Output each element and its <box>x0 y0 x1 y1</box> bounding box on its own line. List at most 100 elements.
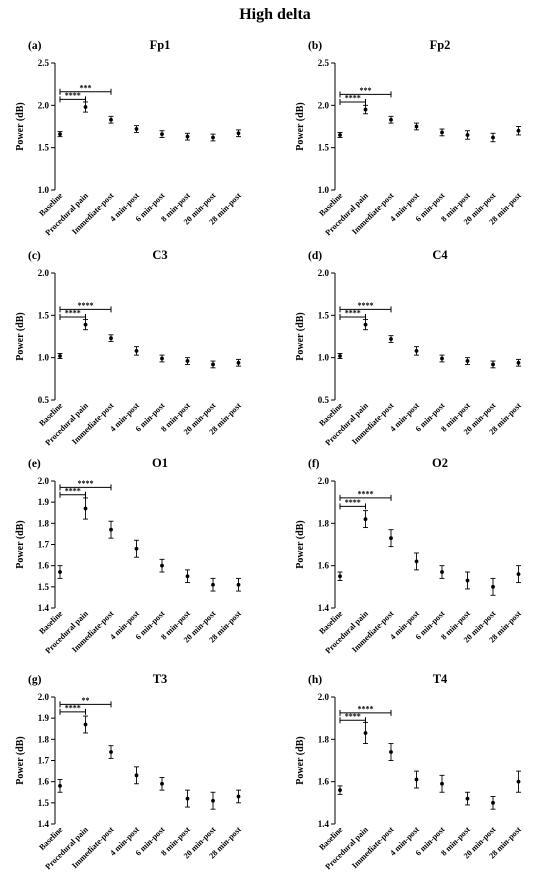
significance-label: **** <box>358 704 374 713</box>
y-tick-label: 1.0 <box>38 353 50 363</box>
data-point <box>236 360 241 365</box>
chart-title: O2 <box>432 456 448 470</box>
data-point <box>58 132 62 137</box>
chart-title: Fp2 <box>430 38 451 52</box>
y-tick-label: 1.5 <box>38 798 50 808</box>
significance-label: **** <box>78 301 94 310</box>
significance-label: **** <box>345 712 361 721</box>
data-point <box>109 117 113 122</box>
data-point <box>58 570 62 574</box>
data-point <box>83 506 88 511</box>
data-point <box>338 354 342 358</box>
y-tick-label: 1.7 <box>38 756 50 766</box>
y-axis-label: Power (dB) <box>295 520 306 568</box>
y-tick-label: 2.0 <box>38 692 50 702</box>
data-point <box>236 794 241 799</box>
chart-title: O1 <box>152 456 168 470</box>
data-point <box>440 130 444 135</box>
y-tick-label: 1.6 <box>318 777 330 787</box>
data-point <box>363 322 368 327</box>
data-point <box>185 796 190 801</box>
y-tick-label: 1.8 <box>318 518 330 528</box>
y-tick-label: 2.5 <box>318 58 330 68</box>
data-point <box>109 527 113 532</box>
significance-label: *** <box>80 83 92 92</box>
y-tick-label: 1.4 <box>38 603 50 613</box>
y-tick-label: 1.0 <box>318 185 330 195</box>
data-point <box>134 546 139 551</box>
data-point <box>440 570 444 574</box>
data-point <box>465 578 470 583</box>
data-point <box>134 127 139 131</box>
panel-letter: (g) <box>28 674 42 686</box>
figure-title: High delta <box>239 6 311 23</box>
data-point <box>338 574 342 579</box>
y-tick-label: 1.0 <box>38 185 50 195</box>
data-point <box>185 359 190 363</box>
y-tick-label: 1.5 <box>38 310 50 320</box>
data-point <box>134 773 139 778</box>
y-axis-label: Power (dB) <box>15 312 26 360</box>
y-tick-label: 1.5 <box>38 143 50 153</box>
data-point <box>83 322 88 327</box>
data-point <box>185 134 190 139</box>
data-point <box>236 582 241 587</box>
panel-letter: (b) <box>308 40 322 52</box>
data-point <box>83 105 88 109</box>
significance-label: ** <box>82 696 90 705</box>
y-axis-label: Power (dB) <box>295 312 306 360</box>
significance-label: **** <box>345 309 361 318</box>
y-tick-label: 1.5 <box>318 143 330 153</box>
data-point <box>58 784 62 788</box>
data-point <box>211 798 215 803</box>
panel-letter: (h) <box>308 674 322 686</box>
chart-title: C4 <box>432 248 448 262</box>
data-point <box>338 133 342 137</box>
data-point <box>389 117 393 122</box>
data-point <box>465 796 470 801</box>
y-tick-label: 1.4 <box>318 819 330 829</box>
data-point <box>211 362 215 367</box>
y-tick-label: 2.0 <box>318 268 330 278</box>
data-point <box>185 574 190 579</box>
data-point <box>465 359 470 363</box>
data-point <box>389 337 393 341</box>
data-point <box>440 356 444 361</box>
data-point <box>109 750 113 754</box>
y-axis-label: Power (dB) <box>15 102 26 150</box>
y-axis-label: Power (dB) <box>15 520 26 568</box>
significance-label: **** <box>345 93 361 102</box>
y-axis-label: Power (dB) <box>295 102 306 150</box>
data-point <box>363 517 368 521</box>
chart-title: T4 <box>433 672 448 686</box>
y-tick-label: 1.4 <box>38 819 50 829</box>
panel-letter: (a) <box>28 40 42 52</box>
y-tick-label: 2.0 <box>38 476 50 486</box>
y-tick-label: 1.9 <box>38 497 50 507</box>
y-axis-label: Power (dB) <box>15 736 26 784</box>
y-tick-label: 2.0 <box>38 100 50 110</box>
data-point <box>491 362 495 367</box>
significance-label: **** <box>65 486 81 495</box>
data-point <box>160 781 164 786</box>
data-point <box>491 135 495 140</box>
data-point <box>160 132 164 137</box>
data-point <box>211 135 215 140</box>
chart-title: C3 <box>152 248 167 262</box>
y-tick-label: 0.5 <box>318 395 330 405</box>
data-point <box>109 336 113 341</box>
data-point <box>516 779 521 784</box>
panel-letter: (c) <box>28 250 41 262</box>
data-point <box>414 777 419 782</box>
significance-label: **** <box>65 91 81 100</box>
data-point <box>160 563 164 568</box>
data-point <box>389 536 393 541</box>
y-tick-label: 1.6 <box>318 561 330 571</box>
data-point <box>83 722 88 727</box>
y-tick-label: 1.0 <box>318 353 330 363</box>
